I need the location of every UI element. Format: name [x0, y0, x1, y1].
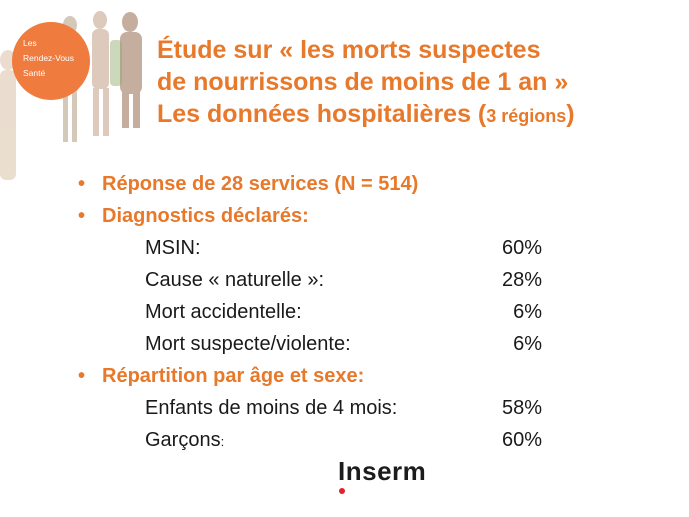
stat-value: 6%	[513, 333, 542, 355]
logo-line-3: Santé	[23, 68, 46, 78]
stat-value: 28%	[501, 269, 542, 291]
bullet-list: • Réponse de 28 services (N = 514) • Diagn…	[78, 168, 578, 456]
rendez-vous-sante-logo: Les Rendez-Vous Santé	[12, 22, 90, 100]
title-line-1: Étude sur « les morts suspectes	[157, 36, 541, 64]
bullet-distribution: • Répartition par âge et sexe:	[78, 360, 578, 392]
stat-row: MSIN: 60%	[78, 232, 578, 264]
stat-row: Cause « naturelle »: 28%	[78, 264, 578, 296]
bullet-responses-text: Réponse de 28 services (N = 514)	[102, 173, 419, 195]
logo-line-2: Rendez-Vous	[23, 53, 75, 63]
bullet-responses: • Réponse de 28 services (N = 514)	[78, 168, 578, 200]
inserm-logo-dot	[339, 488, 345, 494]
title-line-3: Les données hospitalières (3 régions)	[157, 98, 682, 132]
slide-title: Étude sur « les morts suspectes de nourr…	[157, 34, 682, 132]
title-line-3-end: )	[566, 100, 575, 128]
bullet-distribution-text: Répartition par âge et sexe:	[102, 365, 365, 387]
title-line-3-small: 3 régions	[486, 106, 567, 126]
stat-label: Garçons:	[145, 424, 224, 458]
stat-value: 60%	[501, 237, 542, 259]
title-line-2: de nourrissons de moins de 1 an »	[157, 68, 569, 96]
bullet-dot: •	[78, 365, 86, 387]
stat-row: Mort accidentelle: 6%	[78, 296, 578, 328]
bullet-dot: •	[78, 205, 86, 227]
bullet-dot: •	[78, 173, 86, 195]
stat-value: 60%	[501, 429, 542, 451]
stat-row: Garçons: 60%	[78, 424, 578, 456]
stat-label: Mort suspecte/violente:	[145, 333, 351, 355]
title-line-3-main: Les données hospitalières (	[157, 100, 487, 128]
bullet-diagnostics-text: Diagnostics déclarés:	[102, 205, 309, 227]
stat-value: 58%	[501, 397, 542, 419]
stat-label: Mort accidentelle:	[145, 301, 302, 323]
stat-row: Mort suspecte/violente: 6%	[78, 328, 578, 360]
bullet-diagnostics: • Diagnostics déclarés:	[78, 200, 578, 232]
logo-line-1: Les	[23, 38, 37, 48]
inserm-logo: Inserm	[338, 456, 427, 486]
stat-label-colon: :	[220, 434, 225, 449]
stat-value: 6%	[513, 301, 542, 323]
stat-label-main: Garçons	[145, 429, 221, 451]
stat-row: Enfants de moins de 4 mois: 58%	[78, 392, 578, 424]
stat-label: Cause « naturelle »:	[145, 269, 325, 291]
stat-label: Enfants de moins de 4 mois:	[145, 397, 398, 419]
stat-label: MSIN:	[145, 237, 201, 259]
